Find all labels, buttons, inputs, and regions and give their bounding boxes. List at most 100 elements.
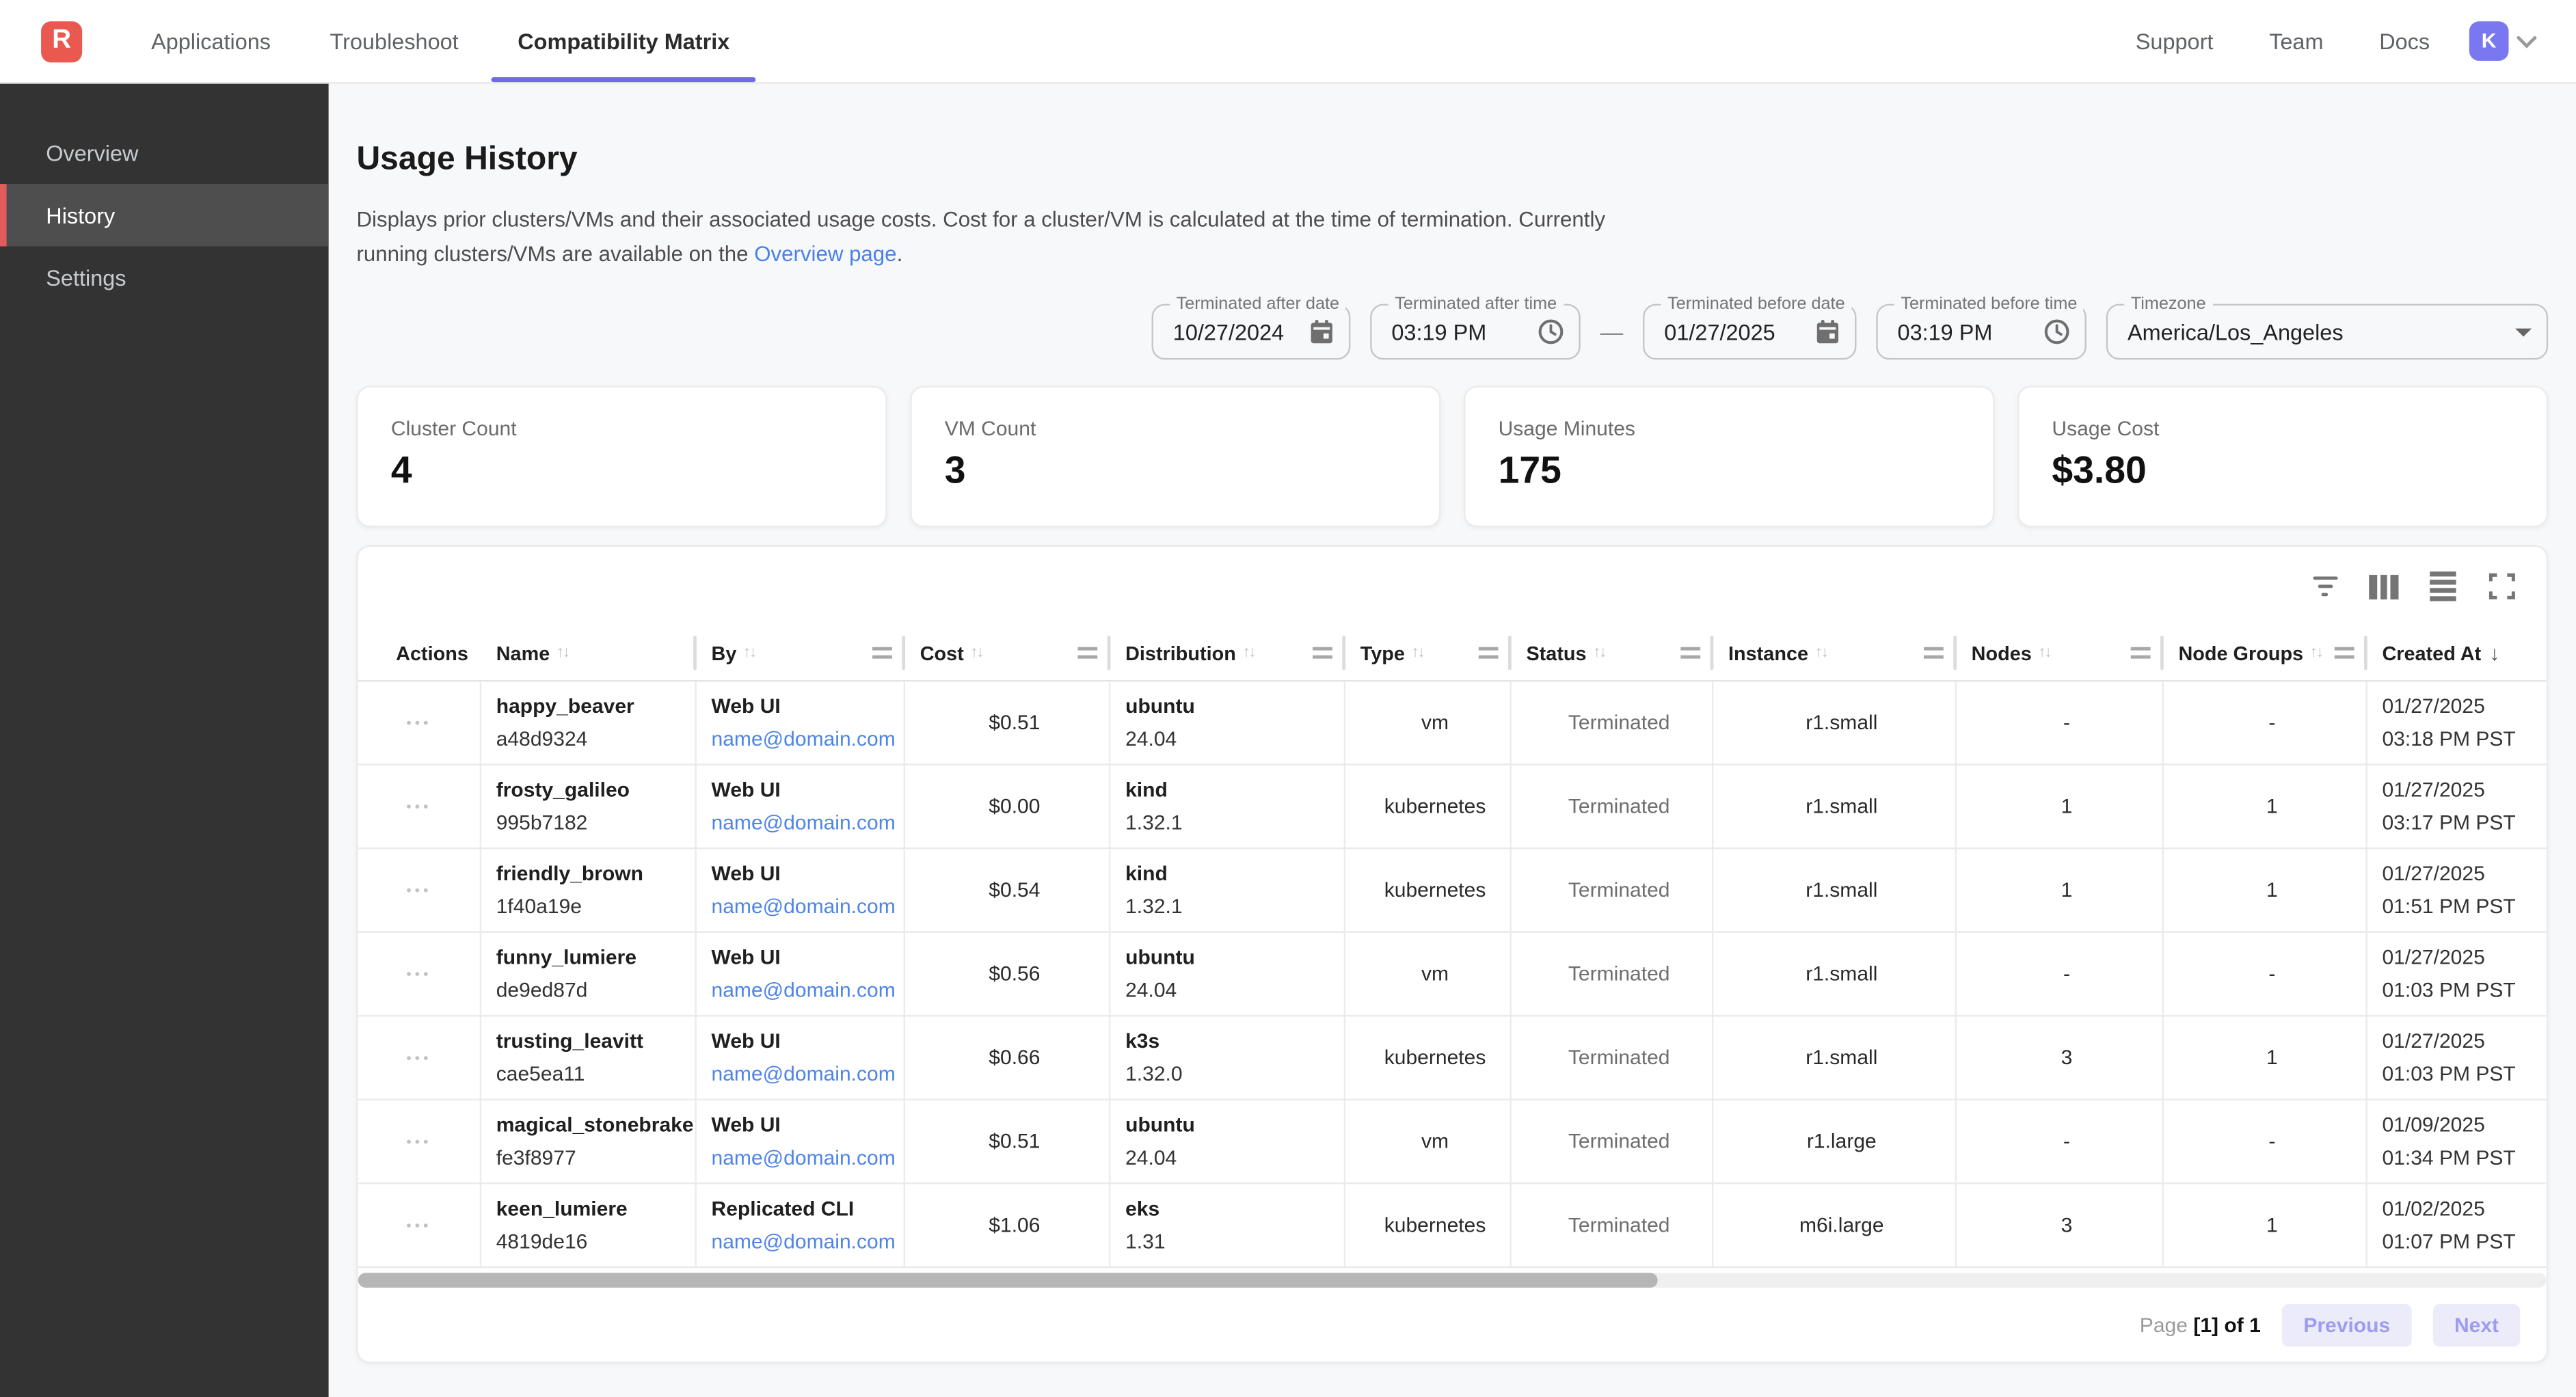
- horizontal-scrollbar-thumb[interactable]: [358, 1273, 1659, 1288]
- created-by-email-link[interactable]: name@domain.com: [711, 1061, 896, 1085]
- sidebar-item-history[interactable]: History: [0, 184, 329, 247]
- row-actions-button[interactable]: •••: [358, 1184, 482, 1266]
- previous-page-button[interactable]: Previous: [2282, 1303, 2412, 1346]
- created-date: 01/27/2025: [2382, 1029, 2485, 1053]
- column-menu-icon[interactable]: [1923, 647, 1944, 659]
- created-date: 01/09/2025: [2382, 1113, 2485, 1136]
- nav-item-docs[interactable]: Docs: [2379, 29, 2430, 54]
- row-actions-button[interactable]: •••: [358, 932, 482, 1016]
- created-by-email-link[interactable]: name@domain.com: [711, 810, 896, 834]
- more-actions-icon: •••: [406, 1217, 432, 1234]
- row-actions-button[interactable]: •••: [358, 849, 482, 932]
- cell-distribution: k3s 1.32.0: [1110, 1016, 1346, 1099]
- dropdown-arrow-icon[interactable]: [2515, 327, 2532, 336]
- page-title: Usage History: [356, 141, 578, 178]
- created-by-email-link[interactable]: name@domain.com: [711, 727, 896, 750]
- terminated-after-time-field[interactable]: Terminated after time 03:19 PM: [1370, 294, 1581, 360]
- clock-icon[interactable]: [1538, 318, 1564, 344]
- terminated-after-date-field[interactable]: Terminated after date 10/27/2024: [1151, 294, 1351, 360]
- user-menu[interactable]: K: [2469, 21, 2538, 61]
- cell-nodes: 3: [1957, 1016, 2164, 1099]
- column-header-distribution[interactable]: Distribution ↑↓: [1110, 626, 1346, 680]
- column-header-created-at[interactable]: Created At ↓: [2382, 641, 2500, 665]
- created-by-email-link[interactable]: name@domain.com: [711, 894, 896, 918]
- created-by-email-link[interactable]: name@domain.com: [711, 1229, 896, 1253]
- brand-logo[interactable]: R: [41, 21, 83, 62]
- cluster-name: friendly_brown: [496, 861, 644, 885]
- created-time: 01:51 PM PST: [2382, 894, 2516, 918]
- created-by-source: Web UI: [711, 1113, 781, 1136]
- column-header-cost[interactable]: Cost ↑↓: [905, 626, 1111, 680]
- column-header-status[interactable]: Status ↑↓: [1512, 626, 1714, 680]
- more-actions-icon: •••: [406, 714, 432, 731]
- column-header-nodes[interactable]: Nodes ↑↓: [1957, 626, 2164, 680]
- cell-node-groups: 1: [2164, 1184, 2367, 1266]
- column-menu-icon[interactable]: [2334, 647, 2354, 659]
- column-header-instance[interactable]: Instance ↑↓: [1713, 626, 1957, 680]
- sort-icon: ↑↓: [970, 643, 984, 662]
- sort-icon: ↑↓: [556, 643, 570, 662]
- density-icon[interactable]: [2428, 571, 2458, 601]
- calendar-icon[interactable]: [1309, 318, 1334, 344]
- cell-by: Web UI name@domain.com: [697, 681, 906, 764]
- overview-page-link[interactable]: Overview page: [754, 241, 897, 267]
- distribution-version: 1.32.1: [1125, 810, 1183, 834]
- column-header-type[interactable]: Type ↑↓: [1345, 626, 1512, 680]
- stat-card-usage-cost: Usage Cost $3.80: [2017, 385, 2549, 528]
- created-by-email-link[interactable]: name@domain.com: [711, 1145, 896, 1169]
- nav-item-applications[interactable]: Applications: [151, 29, 271, 54]
- column-header-node-groups[interactable]: Node Groups ↑↓: [2164, 626, 2367, 680]
- cluster-name: happy_beaver: [496, 694, 634, 717]
- cell-cost: $1.06: [905, 1184, 1111, 1266]
- page-description: Displays prior clusters/VMs and their as…: [356, 202, 1662, 271]
- row-actions-button[interactable]: •••: [358, 765, 482, 847]
- column-header-by[interactable]: By ↑↓: [697, 626, 906, 680]
- horizontal-scrollbar-track: [358, 1273, 2547, 1288]
- column-header-name[interactable]: Name ↑↓: [481, 626, 697, 680]
- cluster-name: frosty_galileo: [496, 777, 630, 801]
- sidebar-item-overview[interactable]: Overview: [46, 140, 139, 165]
- row-actions-button[interactable]: •••: [358, 1016, 482, 1099]
- cell-node-groups: -: [2164, 1100, 2367, 1183]
- column-menu-icon[interactable]: [872, 647, 892, 659]
- table-row: ••• friendly_brown 1f40a19e Web UI name@do…: [358, 849, 2547, 933]
- row-actions-button[interactable]: •••: [358, 1100, 482, 1183]
- page-indicator-value: [1] of 1: [2193, 1313, 2261, 1336]
- created-date: 01/27/2025: [2382, 945, 2485, 968]
- cell-type: kubernetes: [1345, 1016, 1512, 1099]
- row-actions-button[interactable]: •••: [358, 681, 482, 764]
- terminated-before-time-field[interactable]: Terminated before time 03:19 PM: [1876, 294, 2087, 360]
- terminated-before-date-field[interactable]: Terminated before date 01/27/2025: [1643, 294, 1857, 360]
- column-menu-icon[interactable]: [1077, 647, 1098, 659]
- cell-by: Replicated CLI name@domain.com: [697, 1184, 906, 1266]
- created-date: 01/27/2025: [2382, 777, 2485, 801]
- filter-range-separator: —: [1600, 318, 1624, 345]
- created-by-email-link[interactable]: name@domain.com: [711, 978, 896, 1001]
- cell-type: kubernetes: [1345, 1184, 1512, 1266]
- created-by-source: Web UI: [711, 945, 781, 968]
- calendar-icon[interactable]: [1815, 318, 1840, 344]
- column-header-actions: Actions: [396, 641, 468, 665]
- table-body: ••• happy_beaver a48d9324 Web UI name@doma…: [358, 681, 2547, 1269]
- filter-icon[interactable]: [2310, 571, 2339, 601]
- sort-icon: ↑↓: [1411, 643, 1425, 662]
- timezone-select[interactable]: Timezone America/Los_Angeles: [2106, 294, 2549, 360]
- fullscreen-icon[interactable]: [2487, 571, 2517, 601]
- chevron-down-icon: [2517, 35, 2537, 48]
- stat-card-usage-minutes: Usage Minutes 175: [1464, 385, 1995, 528]
- timezone-value: America/Los_Angeles: [2127, 319, 2344, 344]
- next-page-button[interactable]: Next: [2432, 1303, 2521, 1346]
- column-menu-icon[interactable]: [1478, 647, 1499, 659]
- nav-item-compatibility-matrix[interactable]: Compatibility Matrix: [491, 0, 756, 83]
- column-menu-icon[interactable]: [1313, 647, 1332, 659]
- nav-item-support[interactable]: Support: [2135, 29, 2214, 54]
- stat-card-vm-count: VM Count 3: [910, 385, 1441, 528]
- sidebar-item-settings[interactable]: Settings: [46, 265, 126, 290]
- nav-item-troubleshoot[interactable]: Troubleshoot: [330, 29, 459, 54]
- columns-icon[interactable]: [2369, 571, 2398, 601]
- clock-icon[interactable]: [2043, 318, 2069, 344]
- nav-item-team[interactable]: Team: [2269, 29, 2324, 54]
- column-menu-icon[interactable]: [2130, 647, 2151, 659]
- more-actions-icon: •••: [406, 882, 432, 899]
- column-menu-icon[interactable]: [1680, 647, 1701, 659]
